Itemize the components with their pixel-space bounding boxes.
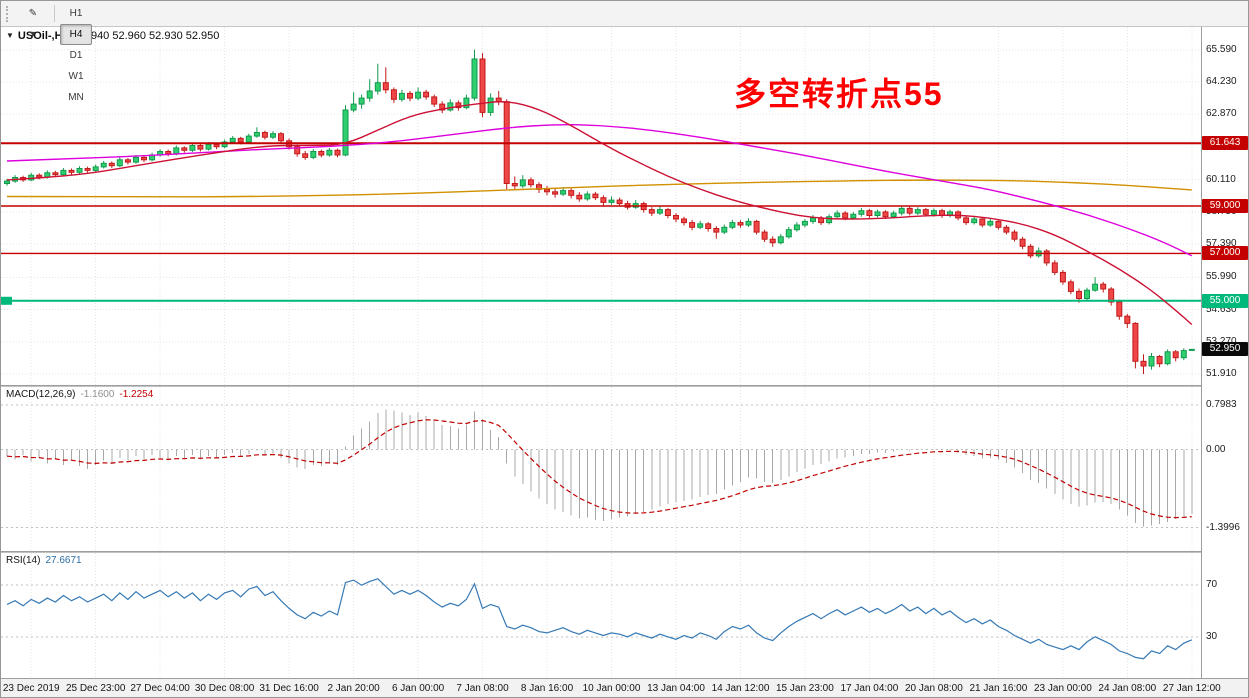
time-axis-label: 31 Dec 16:00 <box>259 683 319 694</box>
time-axis-label: 30 Dec 08:00 <box>194 683 255 694</box>
time-axis-label: 27 Dec 04:00 <box>130 683 190 694</box>
time-axis-label: 15 Jan 23:00 <box>775 683 834 694</box>
time-axis-label: 20 Jan 08:00 <box>904 683 963 694</box>
axis-scale-label: 51.910 <box>1206 368 1237 380</box>
time-axis-label: 21 Jan 16:00 <box>969 683 1028 694</box>
axis-scale-label: 62.870 <box>1206 108 1237 120</box>
panel-resize-handle[interactable] <box>1 385 1248 387</box>
axis-scale-label: 0.7983 <box>1206 398 1237 410</box>
toolbar-separator <box>54 5 55 22</box>
axis-scale-label: -1.3996 <box>1206 521 1240 533</box>
axis-scale-label: 57.390 <box>1206 238 1237 250</box>
time-axis-label: 24 Jan 08:00 <box>1098 683 1157 694</box>
hline-price-badge: 57.000 <box>1202 246 1248 261</box>
time-axis-label: 25 Dec 23:00 <box>65 683 126 694</box>
axis-scale-label: 55.990 <box>1206 271 1237 283</box>
rsi-value: 27.6671 <box>45 555 82 566</box>
time-axis-label: 23 Jan 00:00 <box>1033 683 1092 694</box>
time-axis-label: 10 Jan 00:00 <box>582 683 641 694</box>
axis-scale-label: 53.270 <box>1206 335 1237 347</box>
timeframe-button-d1[interactable]: D1 <box>69 50 83 61</box>
time-axis-label: 7 Jan 08:00 <box>456 683 509 694</box>
price-axis[interactable]: 65.59064.23062.87060.11058.75057.39055.9… <box>1201 27 1248 678</box>
macd-name: MACD(12,26,9) <box>6 389 76 400</box>
rsi-name: RSI(14) <box>6 555 41 566</box>
time-axis-label: 23 Dec 2019 <box>2 683 60 694</box>
macd-signal-value: -1.2254 <box>119 389 154 400</box>
rsi-label: RSI(14) 27.6671 <box>6 555 82 566</box>
current-price-badge: 52.950 <box>1202 342 1248 357</box>
rsi-indicator-panel: RSI(14) 27.6671 <box>1 553 1201 678</box>
time-axis-label: 2 Jan 20:00 <box>327 683 380 694</box>
panel-resize-handle[interactable] <box>1 551 1248 553</box>
axis-scale-label: 65.590 <box>1206 43 1237 55</box>
candlestick-chart-surface[interactable] <box>1 27 1201 385</box>
axis-scale-label: 70 <box>1206 579 1218 591</box>
time-axis-label: 14 Jan 12:00 <box>711 683 770 694</box>
axis-scale-label: 54.630 <box>1206 303 1237 315</box>
time-axis-label: 13 Jan 04:00 <box>647 683 705 694</box>
axis-scale-label: 30 <box>1206 630 1218 642</box>
draw-tool-button[interactable]: ✎ <box>28 8 38 19</box>
axis-scale-label: 60.110 <box>1206 173 1236 185</box>
axis-scale-label: 0.00 <box>1206 443 1226 455</box>
timeframe-button-mn[interactable]: MN <box>68 92 84 103</box>
hline-price-badge: 59.000 <box>1202 199 1248 213</box>
timeframe-button-h4[interactable]: H4 <box>60 24 92 45</box>
time-axis-label: 17 Jan 04:00 <box>840 683 899 694</box>
hline-price-badge: 55.000 <box>1202 293 1248 308</box>
macd-chart-surface[interactable] <box>1 387 1201 551</box>
macd-main-value: -1.1600 <box>80 389 115 400</box>
axis-scale-label: 64.230 <box>1206 76 1237 87</box>
time-axis-label: 8 Jan 16:00 <box>520 683 574 694</box>
rsi-chart-surface[interactable] <box>1 553 1201 678</box>
time-axis-label: 6 Jan 00:00 <box>391 683 445 694</box>
ohlc-values: 52.940 52.960 52.930 52.950 <box>75 30 220 42</box>
symbol-marker-icon: ▼ <box>6 31 14 40</box>
time-axis[interactable]: 23 Dec 2019 25 Dec 23:00 27 Dec 04:00 30 De… <box>1 678 1248 697</box>
timeframe-button-group: M1M5M15M30H1H4D1W1MN <box>60 1 92 108</box>
price-chart-panel: ▼ USOil-,H4 52.940 52.960 52.930 52.950 多空… <box>1 27 1201 385</box>
chart-title: ▼ USOil-,H4 52.940 52.960 52.930 52.950 <box>6 30 219 42</box>
toolbar-grip[interactable] <box>6 5 12 22</box>
macd-label: MACD(12,26,9) -1.1600 -1.2254 <box>6 389 153 400</box>
tools-dropdown-button[interactable]: ▾ <box>30 29 36 40</box>
symbol-label: USOil-,H4 <box>17 30 69 42</box>
hline-price-badge: 61.643 <box>1202 136 1248 151</box>
tool-button-group: A✎▾ <box>17 1 49 45</box>
chart-toolbar: A✎▾ M1M5M15M30H1H4D1W1MN <box>1 1 1248 103</box>
timeframe-button-w1[interactable]: W1 <box>68 71 84 82</box>
timeframe-button-h1[interactable]: H1 <box>69 8 83 19</box>
time-axis-label: 27 Jan 12:00 <box>1162 683 1221 694</box>
macd-indicator-panel: MACD(12,26,9) -1.1600 -1.2254 <box>1 387 1201 551</box>
chart-annotation-text[interactable]: 多空转折点55 <box>734 76 944 112</box>
